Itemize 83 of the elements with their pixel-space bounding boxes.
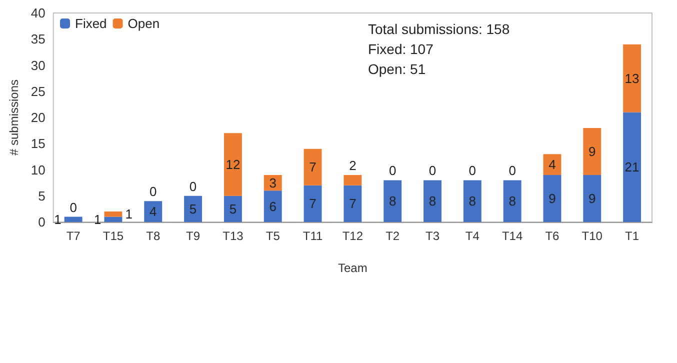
bar xyxy=(184,196,202,222)
data-label: 4 xyxy=(150,204,157,220)
bar xyxy=(304,148,322,186)
bar xyxy=(543,154,562,175)
data-label: 0 xyxy=(508,163,516,178)
legend-label: Open xyxy=(128,16,160,31)
x-tick-label: T3 xyxy=(425,229,440,243)
data-label: 9 xyxy=(548,190,556,206)
y-axis-title: # submissions xyxy=(7,79,21,156)
y-tick-label: 30 xyxy=(30,58,46,73)
bar xyxy=(104,212,122,217)
bar xyxy=(344,174,362,186)
data-label: 9 xyxy=(588,144,596,159)
data-label: 8 xyxy=(388,194,396,209)
data-label: 3 xyxy=(269,175,276,190)
data-label: 12 xyxy=(226,157,240,172)
x-tick-label: T6 xyxy=(545,229,560,243)
x-tick-label: T12 xyxy=(342,229,364,243)
data-label: 0 xyxy=(388,163,396,178)
data-label: 1 xyxy=(125,206,132,222)
y-tick-label: 10 xyxy=(30,162,46,178)
x-tick-label: T15 xyxy=(102,229,124,243)
y-tick-label: 20 xyxy=(30,110,46,125)
x-tick-label: T11 xyxy=(302,229,323,243)
y-tick-label: 25 xyxy=(30,84,46,99)
data-label: 1 xyxy=(54,212,62,227)
data-label: 13 xyxy=(624,70,640,86)
bar xyxy=(623,112,642,222)
x-tick-label: T9 xyxy=(186,229,200,243)
data-label: 0 xyxy=(150,184,157,200)
x-tick-label: T14 xyxy=(502,229,523,243)
data-label: 1 xyxy=(94,212,102,227)
x-tick-label: T5 xyxy=(266,229,280,243)
bar xyxy=(224,133,242,196)
data-label: 21 xyxy=(624,160,640,175)
y-tick-label: 5 xyxy=(38,188,46,204)
data-label: 0 xyxy=(468,163,476,178)
bar xyxy=(503,180,522,222)
data-label: 8 xyxy=(468,194,476,209)
annotation: Total submissions: 158 xyxy=(368,21,510,37)
x-tick-label: T8 xyxy=(146,229,160,243)
data-label: 0 xyxy=(189,178,197,194)
y-tick-label: 35 xyxy=(30,32,46,47)
data-label: 2 xyxy=(349,158,356,173)
bar xyxy=(583,174,602,222)
annotation: Fixed: 107 xyxy=(368,41,434,57)
bar xyxy=(144,201,162,222)
data-label: 5 xyxy=(229,201,237,216)
data-label: 0 xyxy=(70,200,77,215)
data-label: 5 xyxy=(189,201,197,216)
bar xyxy=(264,190,282,222)
y-tick-label: 0 xyxy=(38,214,46,230)
bar xyxy=(224,196,242,222)
bar xyxy=(543,174,562,222)
data-label: 8 xyxy=(508,194,516,209)
data-label: 9 xyxy=(588,190,596,206)
bar xyxy=(424,180,442,222)
bar xyxy=(623,44,642,112)
y-tick-label: 15 xyxy=(30,136,46,152)
bar xyxy=(64,216,82,222)
data-label: 4 xyxy=(548,157,556,172)
x-tick-label: T2 xyxy=(386,229,400,243)
data-label: 0 xyxy=(428,163,436,178)
data-label: 7 xyxy=(309,160,316,175)
bar xyxy=(104,216,122,222)
annotation: Open: 51 xyxy=(368,61,426,77)
bar xyxy=(463,180,482,222)
data-label: 6 xyxy=(269,198,276,214)
bar xyxy=(344,185,362,222)
data-label: 7 xyxy=(309,196,316,212)
y-tick-label: 40 xyxy=(30,6,46,20)
x-tick-label: T4 xyxy=(465,229,480,243)
x-tick-label: T13 xyxy=(222,229,244,243)
data-label: 7 xyxy=(349,196,356,212)
legend-label: Fixed xyxy=(75,16,107,31)
bar xyxy=(384,180,402,222)
x-tick-label: T10 xyxy=(582,229,603,243)
x-axis-title: Team xyxy=(338,261,368,275)
bar xyxy=(304,185,322,222)
data-label: 8 xyxy=(428,194,436,209)
x-tick-label: T7 xyxy=(66,229,81,243)
x-tick-label: T1 xyxy=(625,229,640,243)
bar xyxy=(583,128,602,175)
